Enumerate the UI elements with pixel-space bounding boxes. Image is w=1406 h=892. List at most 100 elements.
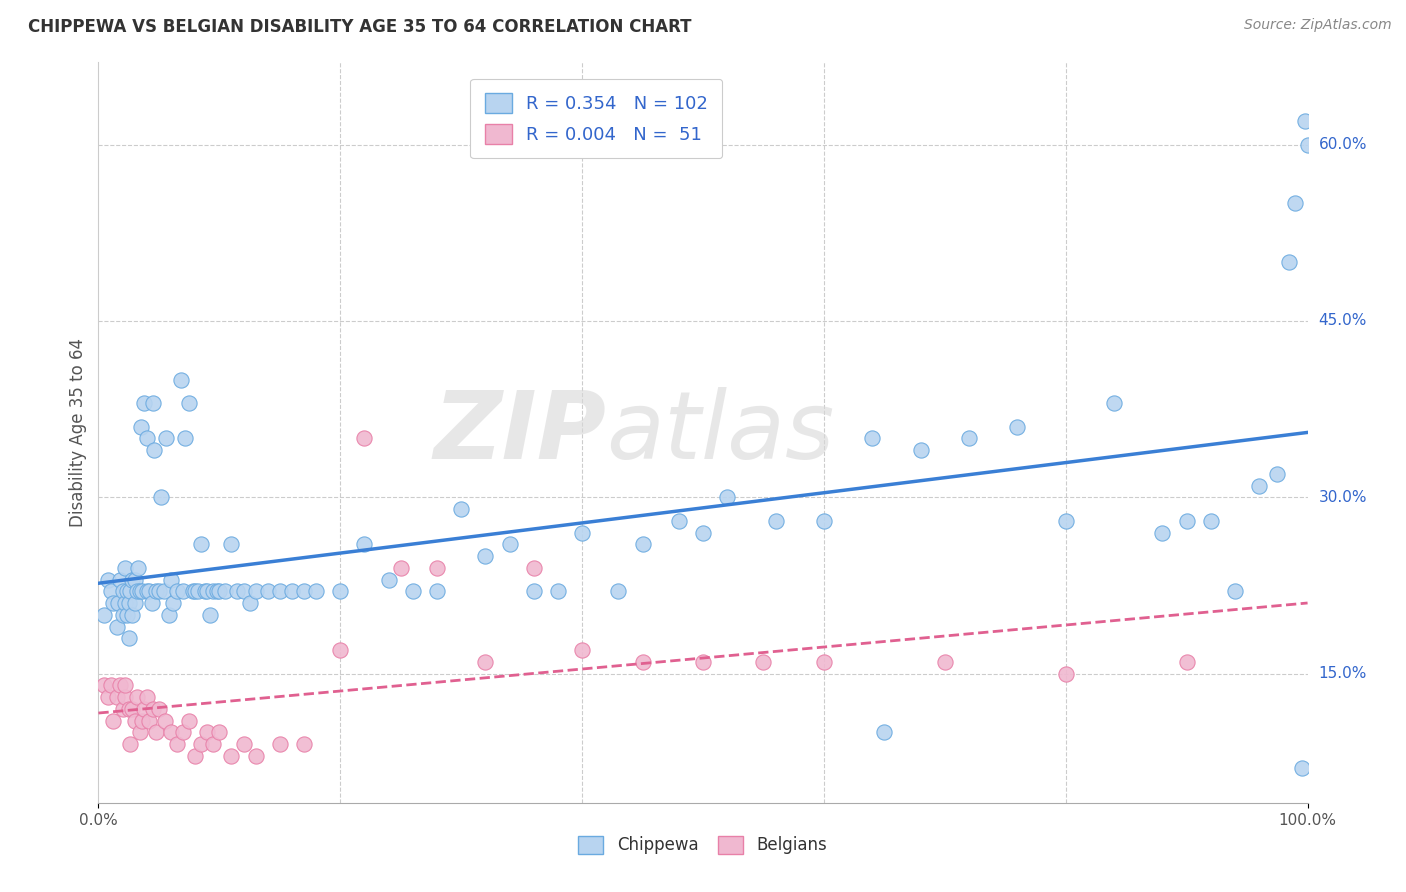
Point bbox=[292, 737, 315, 751]
Point bbox=[100, 678, 122, 692]
Point bbox=[128, 584, 150, 599]
Point bbox=[153, 714, 176, 728]
Point bbox=[179, 396, 201, 410]
Text: ZIP: ZIP bbox=[433, 386, 606, 479]
Point bbox=[172, 725, 194, 739]
Point bbox=[221, 537, 243, 551]
Point bbox=[523, 561, 546, 575]
Point bbox=[97, 690, 120, 704]
Point bbox=[631, 537, 654, 551]
Point bbox=[143, 443, 166, 458]
Point bbox=[145, 584, 167, 599]
Point bbox=[232, 584, 254, 599]
Point bbox=[205, 584, 228, 599]
Point bbox=[135, 432, 157, 446]
Point bbox=[114, 561, 136, 575]
Point bbox=[190, 537, 212, 551]
Point bbox=[716, 490, 738, 504]
Point bbox=[127, 561, 149, 575]
Point bbox=[498, 537, 520, 551]
Point bbox=[305, 584, 328, 599]
Point bbox=[150, 490, 173, 504]
Point bbox=[166, 584, 188, 599]
Point bbox=[692, 655, 714, 669]
Text: 30.0%: 30.0% bbox=[1319, 490, 1367, 505]
Point bbox=[245, 748, 267, 763]
Point bbox=[148, 584, 170, 599]
Point bbox=[934, 655, 956, 669]
Point bbox=[135, 584, 157, 599]
Point bbox=[134, 396, 156, 410]
Point bbox=[910, 443, 932, 458]
Point bbox=[571, 643, 593, 657]
Point bbox=[353, 537, 375, 551]
Point bbox=[148, 702, 170, 716]
Point bbox=[329, 643, 352, 657]
Point bbox=[105, 690, 128, 704]
Point bbox=[142, 396, 165, 410]
Point bbox=[547, 584, 569, 599]
Point bbox=[194, 584, 217, 599]
Point bbox=[353, 432, 375, 446]
Point bbox=[692, 525, 714, 540]
Point bbox=[523, 584, 546, 599]
Point bbox=[190, 737, 212, 751]
Point bbox=[208, 725, 231, 739]
Point bbox=[813, 655, 835, 669]
Point bbox=[169, 373, 191, 387]
Point bbox=[281, 584, 304, 599]
Point bbox=[184, 748, 207, 763]
Point bbox=[121, 573, 143, 587]
Point bbox=[155, 432, 177, 446]
Point bbox=[162, 596, 184, 610]
Point bbox=[1007, 419, 1029, 434]
Point bbox=[1199, 514, 1222, 528]
Point bbox=[138, 714, 160, 728]
Point bbox=[1278, 255, 1301, 269]
Point bbox=[957, 432, 980, 446]
Point bbox=[860, 432, 883, 446]
Point bbox=[474, 549, 496, 563]
Point bbox=[118, 737, 141, 751]
Point bbox=[202, 737, 225, 751]
Point bbox=[1223, 584, 1246, 599]
Point bbox=[124, 714, 146, 728]
Point bbox=[97, 573, 120, 587]
Point bbox=[571, 525, 593, 540]
Point bbox=[118, 702, 141, 716]
Point bbox=[160, 725, 183, 739]
Point bbox=[131, 584, 153, 599]
Point bbox=[172, 584, 194, 599]
Point bbox=[1249, 478, 1271, 492]
Point bbox=[1102, 396, 1125, 410]
Point bbox=[187, 584, 209, 599]
Point bbox=[214, 584, 236, 599]
Point bbox=[184, 584, 207, 599]
Point bbox=[1284, 196, 1306, 211]
Point bbox=[127, 690, 149, 704]
Point bbox=[426, 584, 449, 599]
Point bbox=[426, 561, 449, 575]
Point bbox=[152, 584, 174, 599]
Point bbox=[208, 584, 231, 599]
Text: atlas: atlas bbox=[606, 387, 835, 478]
Point bbox=[121, 607, 143, 622]
Point bbox=[111, 584, 134, 599]
Point bbox=[124, 596, 146, 610]
Point bbox=[179, 714, 201, 728]
Point bbox=[111, 607, 134, 622]
Point bbox=[389, 561, 412, 575]
Point bbox=[114, 678, 136, 692]
Text: 60.0%: 60.0% bbox=[1319, 137, 1367, 153]
Point bbox=[127, 584, 149, 599]
Point bbox=[474, 655, 496, 669]
Text: 15.0%: 15.0% bbox=[1319, 666, 1367, 681]
Point bbox=[1054, 666, 1077, 681]
Point bbox=[1175, 655, 1198, 669]
Point bbox=[141, 596, 163, 610]
Point bbox=[181, 584, 204, 599]
Point bbox=[118, 632, 141, 646]
Point bbox=[1054, 514, 1077, 528]
Point bbox=[239, 596, 262, 610]
Point bbox=[1267, 467, 1289, 481]
